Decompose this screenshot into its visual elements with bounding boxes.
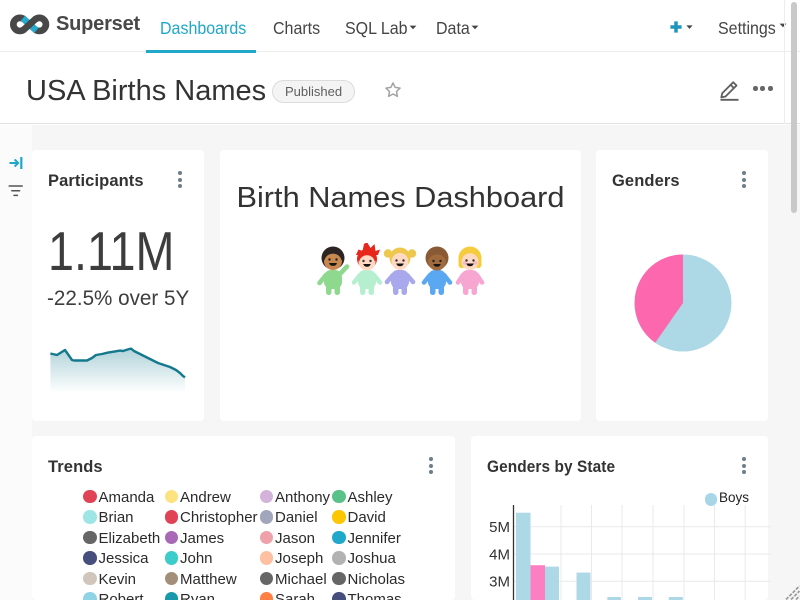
svg-text:5M: 5M <box>489 519 510 536</box>
svg-text:3M: 3M <box>489 574 510 591</box>
svg-text:4M: 4M <box>489 546 510 563</box>
